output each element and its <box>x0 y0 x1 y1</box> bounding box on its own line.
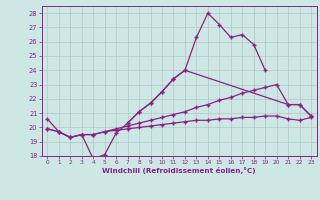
X-axis label: Windchill (Refroidissement éolien,°C): Windchill (Refroidissement éolien,°C) <box>102 167 256 174</box>
